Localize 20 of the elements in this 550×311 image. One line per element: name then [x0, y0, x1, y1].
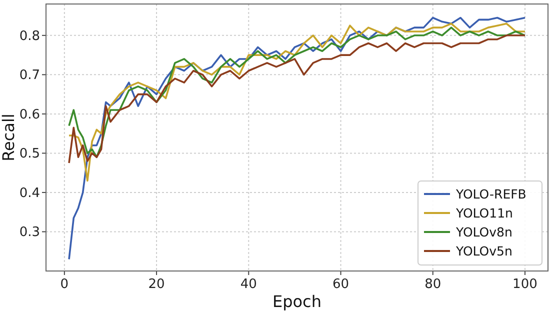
- x-tick-label: 20: [148, 277, 165, 292]
- y-tick-label: 0.7: [19, 68, 40, 84]
- y-tick-label: 0.8: [19, 28, 40, 44]
- x-tick-label: 40: [240, 277, 257, 292]
- legend-label: YOLOv8n: [455, 224, 512, 240]
- x-tick-label: 80: [424, 277, 442, 292]
- x-tick-label: 100: [512, 277, 538, 292]
- line-series: [68, 22, 526, 182]
- y-tick-label: 0.5: [19, 146, 40, 162]
- y-tick-label: 0.3: [19, 225, 40, 240]
- y-tick-label: 0.6: [19, 107, 40, 122]
- y-tick-label: 0.4: [19, 186, 40, 201]
- legend-label: YOLO11n: [455, 206, 513, 220]
- line-series: [68, 16, 526, 260]
- x-axis-title: Epoch: [272, 292, 322, 311]
- y-axis-title: Recall: [0, 114, 18, 162]
- legend-label: YOLO-REFB: [455, 186, 526, 202]
- x-tick-label: 0: [60, 277, 69, 292]
- legend-label: YOLOv5n: [455, 244, 512, 258]
- x-tick-label: 60: [332, 277, 350, 292]
